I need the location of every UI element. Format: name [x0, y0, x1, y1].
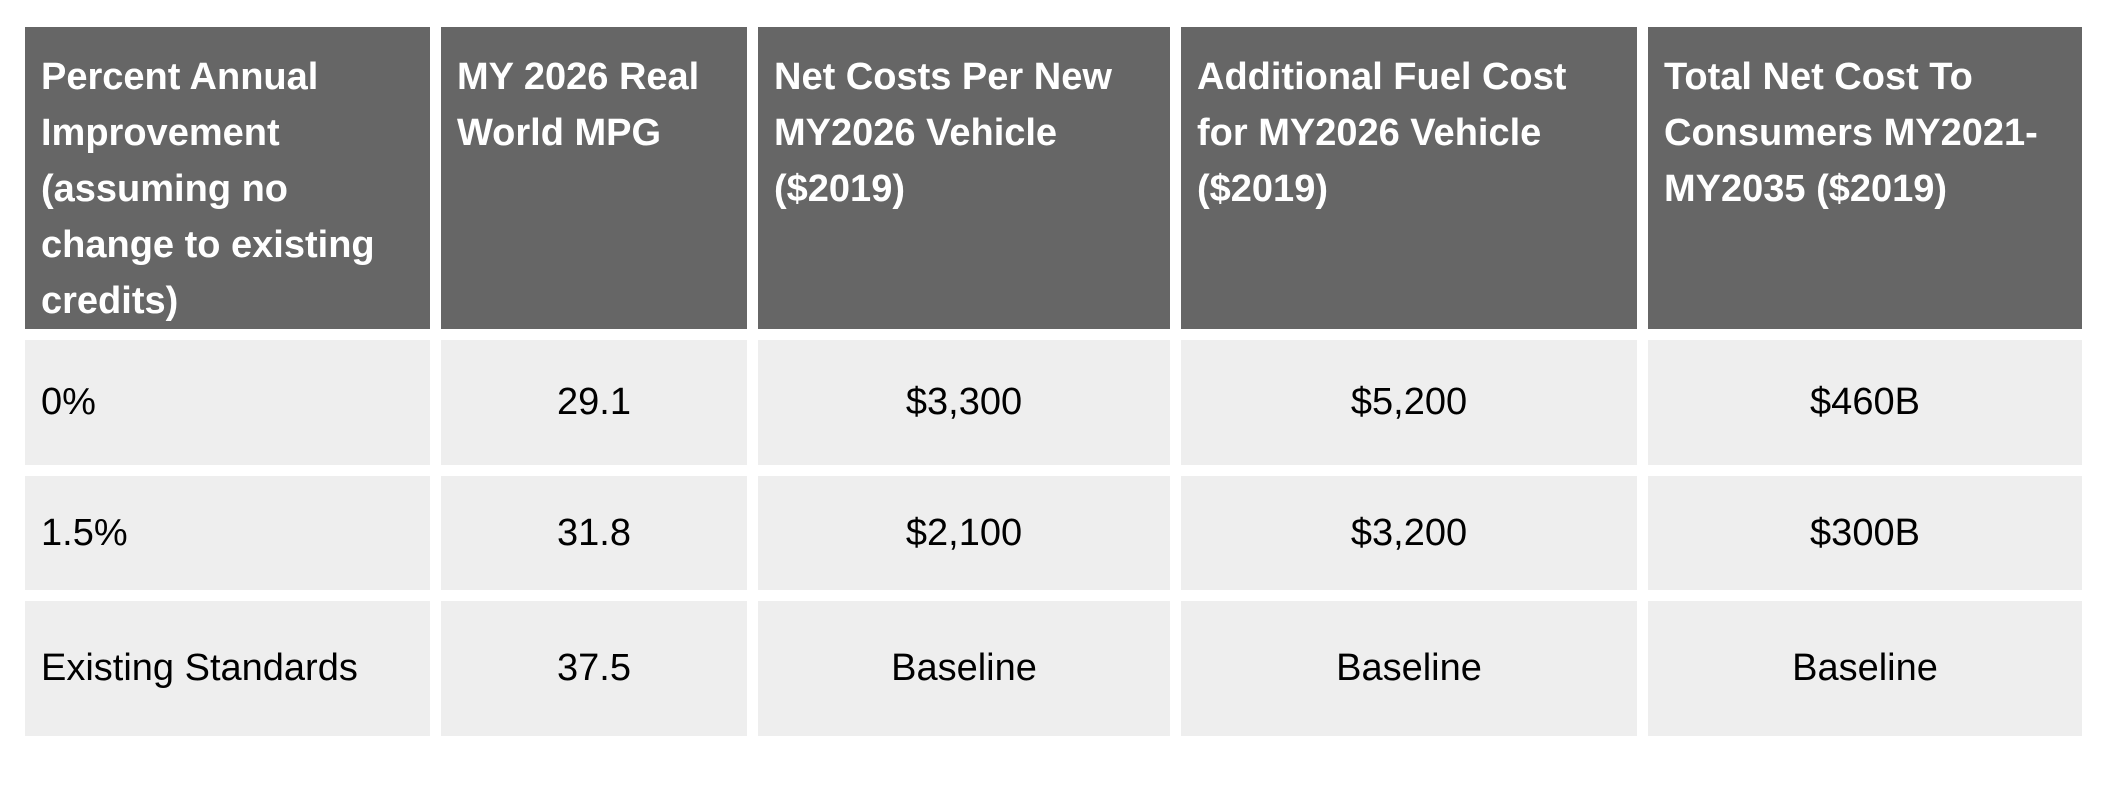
cell-real-world-mpg: 37.5: [441, 601, 747, 736]
cell-total-net-cost: Baseline: [1648, 601, 2082, 736]
cell-additional-fuel-cost: $3,200: [1181, 476, 1637, 590]
cell-percent-improvement: 0%: [25, 340, 430, 465]
cell-real-world-mpg: 31.8: [441, 476, 747, 590]
cost-comparison-table: Percent Annual Improvement (assuming no …: [14, 16, 2093, 747]
header-row: Percent Annual Improvement (assuming no …: [25, 27, 2082, 329]
cell-net-cost-per-vehicle: $2,100: [758, 476, 1170, 590]
cell-percent-improvement: Existing Standards: [25, 601, 430, 736]
cell-additional-fuel-cost: $5,200: [1181, 340, 1637, 465]
header-percent-annual-improvement: Percent Annual Improvement (assuming no …: [25, 27, 430, 329]
cell-net-cost-per-vehicle: $3,300: [758, 340, 1170, 465]
header-total-net-cost: Total Net Cost To Consumers MY2021-MY203…: [1648, 27, 2082, 329]
header-additional-fuel-cost: Additional Fuel Cost for MY2026 Vehicle …: [1181, 27, 1637, 329]
cell-net-cost-per-vehicle: Baseline: [758, 601, 1170, 736]
header-real-world-mpg: MY 2026 Real World MPG: [441, 27, 747, 329]
cell-total-net-cost: $300B: [1648, 476, 2082, 590]
cell-real-world-mpg: 29.1: [441, 340, 747, 465]
table-row: 1.5% 31.8 $2,100 $3,200 $300B: [25, 476, 2082, 590]
header-net-costs-per-vehicle: Net Costs Per New MY2026 Vehicle ($2019): [758, 27, 1170, 329]
cell-additional-fuel-cost: Baseline: [1181, 601, 1637, 736]
cell-total-net-cost: $460B: [1648, 340, 2082, 465]
cell-percent-improvement: 1.5%: [25, 476, 430, 590]
table-row: Existing Standards 37.5 Baseline Baselin…: [25, 601, 2082, 736]
table-row: 0% 29.1 $3,300 $5,200 $460B: [25, 340, 2082, 465]
